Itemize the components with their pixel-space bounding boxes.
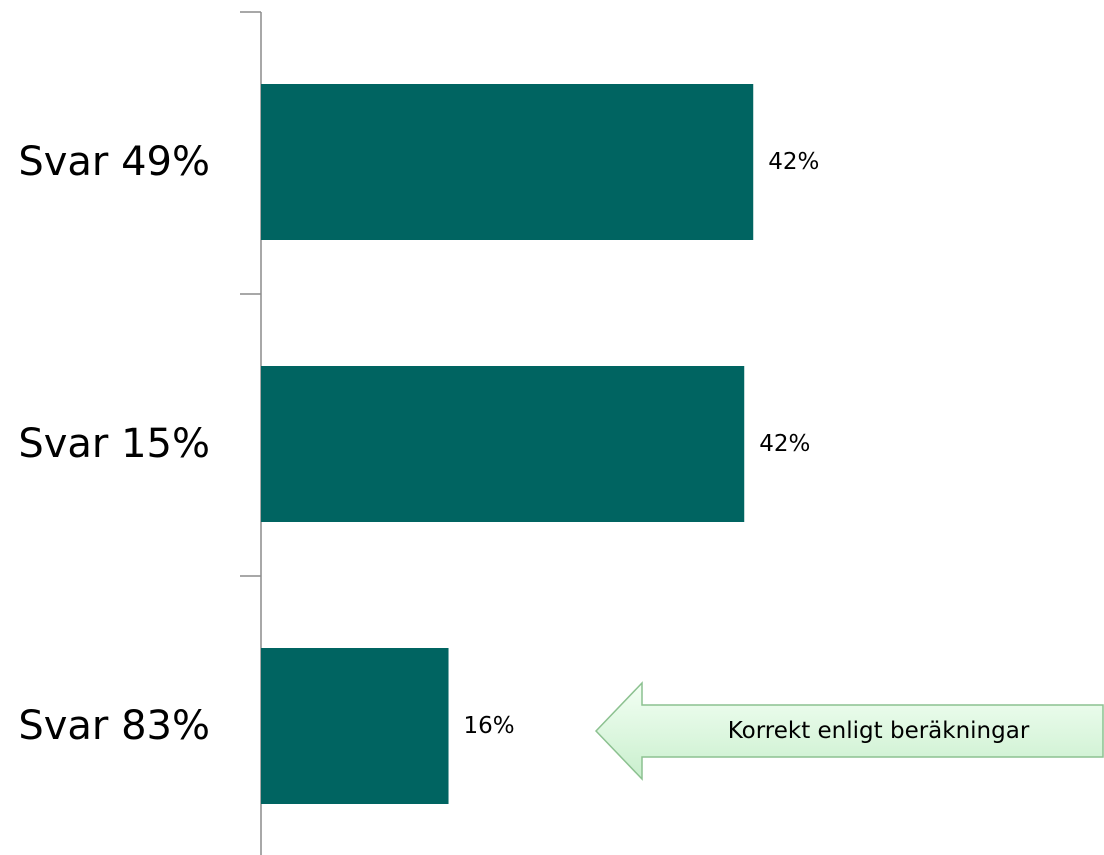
bar xyxy=(261,84,754,240)
callout-text: Korrekt enligt beräkningar xyxy=(728,718,1030,744)
bar xyxy=(261,366,745,522)
axis-layer xyxy=(240,11,262,855)
bar xyxy=(261,648,449,804)
category-label: Svar 49% xyxy=(18,139,210,185)
labels-layer: Svar 49% 42% Svar 15% 42% Svar 83% 16% xyxy=(18,139,819,749)
bars-layer xyxy=(261,84,754,804)
category-label: Svar 83% xyxy=(18,703,210,749)
data-label: 42% xyxy=(759,431,810,457)
callout-annotation: Korrekt enligt beräkningar xyxy=(594,681,1104,781)
category-label: Svar 15% xyxy=(18,421,210,467)
callout-arrow-shape xyxy=(594,681,1104,781)
data-label: 16% xyxy=(464,713,515,739)
data-label: 42% xyxy=(768,149,819,175)
